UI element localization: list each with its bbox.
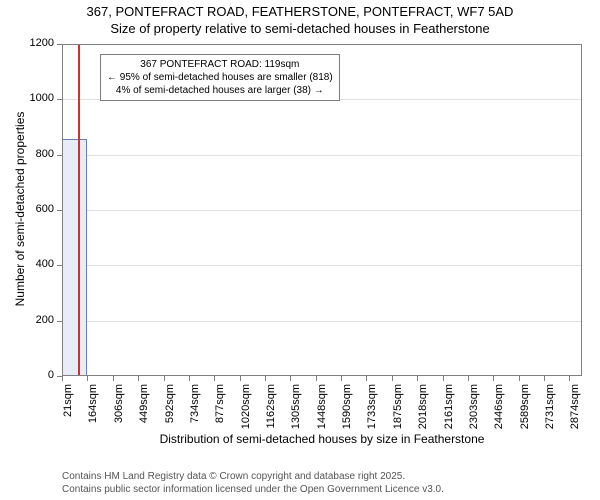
xtick-mark	[164, 376, 165, 381]
y-axis-right-line	[581, 44, 582, 376]
ytick-label: 1200	[0, 37, 54, 49]
xtick-mark	[519, 376, 520, 381]
ytick-label: 200	[0, 314, 54, 326]
xtick-mark	[265, 376, 266, 381]
annotation-line3: 4% of semi-detached houses are larger (3…	[107, 84, 333, 97]
grid-line	[62, 210, 582, 211]
chart-title: 367, PONTEFRACT ROAD, FEATHERSTONE, PONT…	[0, 0, 600, 38]
xtick-mark	[544, 376, 545, 381]
xtick-mark	[316, 376, 317, 381]
xtick-mark	[214, 376, 215, 381]
xtick-mark	[189, 376, 190, 381]
xtick-mark	[62, 376, 63, 381]
xtick-mark	[417, 376, 418, 381]
x-axis-top-line	[62, 44, 582, 45]
annotation-box: 367 PONTEFRACT ROAD: 119sqm ← 95% of sem…	[100, 54, 340, 101]
xtick-mark	[392, 376, 393, 381]
ytick-label: 600	[0, 203, 54, 215]
xtick-mark	[240, 376, 241, 381]
title-line1: 367, PONTEFRACT ROAD, FEATHERSTONE, PONT…	[0, 4, 600, 21]
xtick-mark	[290, 376, 291, 381]
xtick-mark	[569, 376, 570, 381]
footer-line1: Contains HM Land Registry data © Crown c…	[62, 470, 444, 483]
xtick-mark	[493, 376, 494, 381]
reference-marker-line	[78, 44, 80, 376]
footer-line2: Contains public sector information licen…	[62, 483, 444, 496]
annotation-line1: 367 PONTEFRACT ROAD: 119sqm	[107, 58, 333, 71]
xtick-mark	[468, 376, 469, 381]
xtick-mark	[443, 376, 444, 381]
xtick-mark	[341, 376, 342, 381]
xtick-mark	[113, 376, 114, 381]
x-axis-label: Distribution of semi-detached houses by …	[62, 432, 582, 446]
xtick-mark	[366, 376, 367, 381]
annotation-line2: ← 95% of semi-detached houses are smalle…	[107, 71, 333, 84]
ytick-label: 400	[0, 258, 54, 270]
ytick-label: 0	[0, 369, 54, 381]
x-axis-line	[62, 375, 582, 376]
title-line2: Size of property relative to semi-detach…	[0, 21, 600, 38]
footer-text: Contains HM Land Registry data © Crown c…	[62, 470, 444, 496]
ytick-label: 800	[0, 148, 54, 160]
chart-container: 367, PONTEFRACT ROAD, FEATHERSTONE, PONT…	[0, 0, 600, 500]
ytick-label: 1000	[0, 92, 54, 104]
xtick-mark	[138, 376, 139, 381]
y-axis-label: Number of semi-detached properties	[13, 59, 27, 359]
y-axis-line	[62, 44, 63, 376]
grid-line	[62, 155, 582, 156]
xtick-mark	[87, 376, 88, 381]
histogram-bar	[62, 139, 87, 376]
grid-line	[62, 321, 582, 322]
grid-line	[62, 265, 582, 266]
